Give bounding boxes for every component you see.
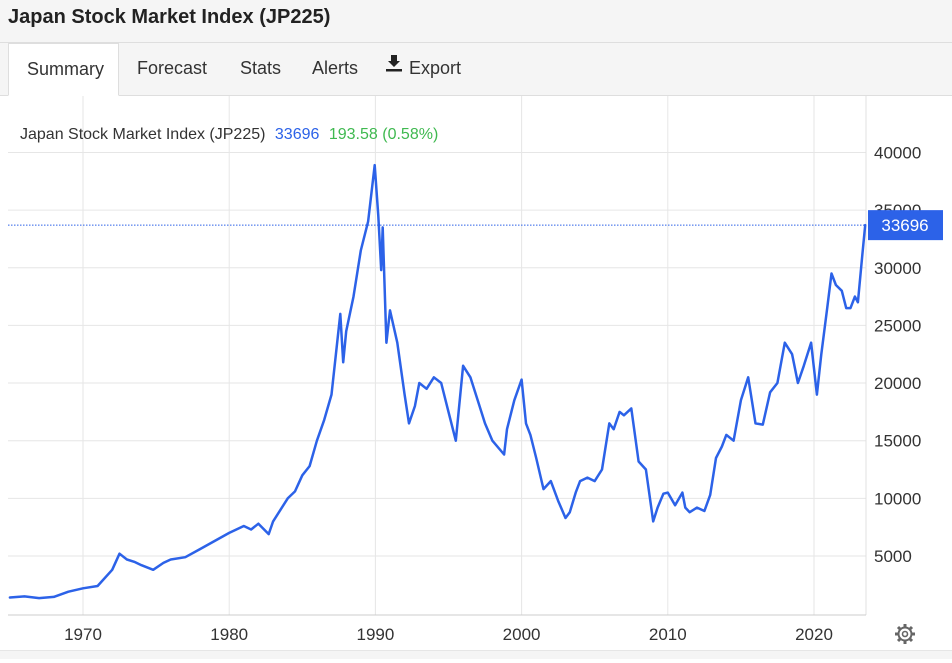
x-axis-ticks: 1970 1980 1990 2000 2010 2020 (64, 625, 833, 644)
price-chart[interactable]: 500010000150002000025000300003500040000 … (0, 96, 952, 658)
title-bar: Japan Stock Market Index (JP225) (0, 0, 952, 43)
y-tick-label-25000: 25000 (874, 316, 921, 335)
x-tick-label-1990: 1990 (356, 625, 394, 644)
tab-forecast-label: Forecast (137, 58, 208, 78)
tab-alerts[interactable]: Alerts (312, 43, 358, 95)
page-title: Japan Stock Market Index (JP225) (8, 6, 331, 28)
tab-stats-label: Stats (240, 58, 282, 78)
legend-value: 33696 (275, 126, 320, 143)
gear-icon[interactable] (895, 624, 915, 644)
x-tick-label-1970: 1970 (64, 625, 102, 644)
tab-summary[interactable]: Summary (8, 43, 119, 96)
y-tick-label-30000: 30000 (874, 259, 921, 278)
x-tick-label-2000: 2000 (503, 625, 541, 644)
download-icon (385, 41, 403, 91)
y-tick-label-15000: 15000 (874, 432, 921, 451)
y-tick-label-40000: 40000 (874, 143, 921, 162)
y-axis-ticks: 500010000150002000025000300003500040000 (874, 143, 921, 566)
plot-background (8, 96, 865, 615)
tab-summary-label: Summary (27, 59, 105, 79)
tab-bar: Summary Forecast Stats Alerts Export (0, 43, 952, 96)
x-tick-label-1980: 1980 (210, 625, 248, 644)
tab-export-label: Export (409, 58, 462, 78)
y-tick-label-10000: 10000 (874, 489, 921, 508)
x-tick-label-2020: 2020 (795, 625, 833, 644)
current-price-label: 33696 (881, 216, 928, 235)
chart-legend: Japan Stock Market Index (JP225) 33696 1… (20, 126, 438, 143)
bottom-strip (0, 650, 952, 659)
current-price-badge: 33696 (868, 210, 943, 241)
y-tick-label-20000: 20000 (874, 374, 921, 393)
legend-change: 193.58 (0.58%) (329, 126, 438, 143)
legend-name: Japan Stock Market Index (JP225) (20, 126, 265, 143)
chart-area: 500010000150002000025000300003500040000 … (0, 96, 952, 658)
tab-forecast[interactable]: Forecast (137, 43, 207, 95)
tab-alerts-label: Alerts (312, 58, 359, 78)
tab-export[interactable]: Export (385, 43, 461, 95)
x-tick-label-2010: 2010 (649, 625, 687, 644)
series-line-jp225[interactable] (8, 163, 867, 600)
tab-stats[interactable]: Stats (240, 43, 281, 95)
y-tick-label-5000: 5000 (874, 547, 912, 566)
